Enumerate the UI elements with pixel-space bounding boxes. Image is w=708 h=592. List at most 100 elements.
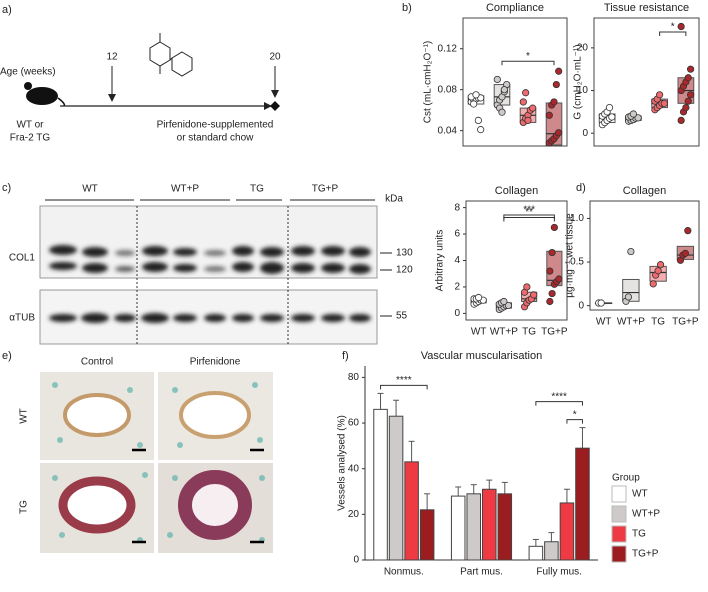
data-point [629,110,637,118]
data-point [500,86,508,94]
y-tick-label: 2 [454,282,460,293]
chart-title: Compliance [486,2,544,14]
blot-band [49,245,371,323]
mouse-icon [57,97,66,107]
legend-label: TG+P [632,549,659,560]
significance-label: * [671,22,675,33]
data-point [548,289,556,298]
y-axis-label: G (cmH₂O·mL⁻¹) [573,44,584,119]
bar [388,415,404,561]
axis-label: Age (weeks) [0,67,56,78]
vessel [63,393,131,437]
data-point [660,99,668,107]
chart-title: Collagen [495,185,538,197]
y-tick-label: 0 [353,555,359,566]
significance-bracket [503,216,555,222]
data-point [546,267,554,275]
data-point [686,91,695,99]
data-point [682,104,690,112]
data-point [684,227,692,235]
mouse-icon [26,87,58,105]
x-tick-label: TG [522,327,536,338]
y-tick-label: 0.08 [438,84,458,95]
legend-swatch [611,545,627,563]
row-label: αTUB [9,313,35,324]
y-tick-label: 4 [454,255,460,266]
data-point [550,98,558,106]
arrow [271,90,279,98]
y-axis-label: Arbitrary units [435,230,446,292]
data-point [500,297,508,306]
significance-bracket [566,419,583,424]
lane-divider [136,206,289,344]
x-tick-label: TG+P [541,327,568,338]
y-tick-label: 20 [577,43,589,54]
marker-label: 120 [396,265,413,276]
vessel [179,391,251,439]
bar [482,488,497,561]
y-tick-label: 0 [582,128,588,139]
x-tick-label: WT [596,317,612,328]
legend-title: Group [612,473,640,484]
data-point [624,293,633,301]
significance-bracket [380,384,428,390]
significance-bracket [535,401,583,406]
y-tick-label: 80 [348,372,360,383]
data-point [552,80,560,89]
data-point [677,116,685,125]
chart-title: Vascular muscularisation [421,350,542,362]
significance-label: * [573,409,577,420]
y-tick-label: 0.04 [438,125,458,136]
y-tick-label: 0.5 [570,257,584,268]
mouse-icon [24,82,32,90]
bar [559,502,575,561]
y-tick-label: 6 [454,229,460,240]
lane-label: TG [250,184,264,195]
significance-label: **** [551,391,567,402]
molecule [149,33,193,77]
vessel [58,476,136,534]
x-tick-label: WT+P [617,317,645,328]
unit-label: kDa [385,194,403,205]
data-point [597,299,605,307]
data-point [529,104,537,112]
data-point [519,98,527,106]
x-tick-label: WT+P [490,327,518,338]
data-point [548,248,556,257]
legend-swatch [611,485,627,503]
y-tick-label: 60 [348,418,360,429]
column-label: Pirfenidone [190,357,241,368]
y-tick-label: 40 [348,463,360,474]
panel-label: b) [402,2,412,14]
week-label: 20 [269,52,281,63]
data-point [627,247,635,256]
lane-label: TG+P [312,184,339,195]
arrow [264,102,272,110]
mouse-label: WT or [16,120,44,131]
panel-label: f) [342,350,349,362]
data-point [686,65,695,73]
column-label: Control [81,357,113,368]
chart-title: Tissue resistance [604,2,689,14]
data-point [493,75,501,84]
significance-bracket [503,214,555,219]
data-point [504,301,513,310]
bar [528,545,544,561]
bar [497,493,513,561]
bar [404,461,419,561]
data-point [677,22,685,31]
data-point [475,293,483,302]
data-point [654,267,662,275]
data-point [608,113,616,121]
marker-tick [380,252,392,317]
y-axis-label: Vessels analysed (%) [337,415,348,511]
mouse-label: Fra-2 TG [10,133,51,144]
data-point [524,116,532,125]
data-point [684,74,692,82]
data-point [550,223,558,232]
significance-label: **** [396,375,412,386]
significance-label: * [526,51,530,62]
x-tick-label: Part mus. [460,567,503,578]
lane-label: WT [82,184,98,195]
